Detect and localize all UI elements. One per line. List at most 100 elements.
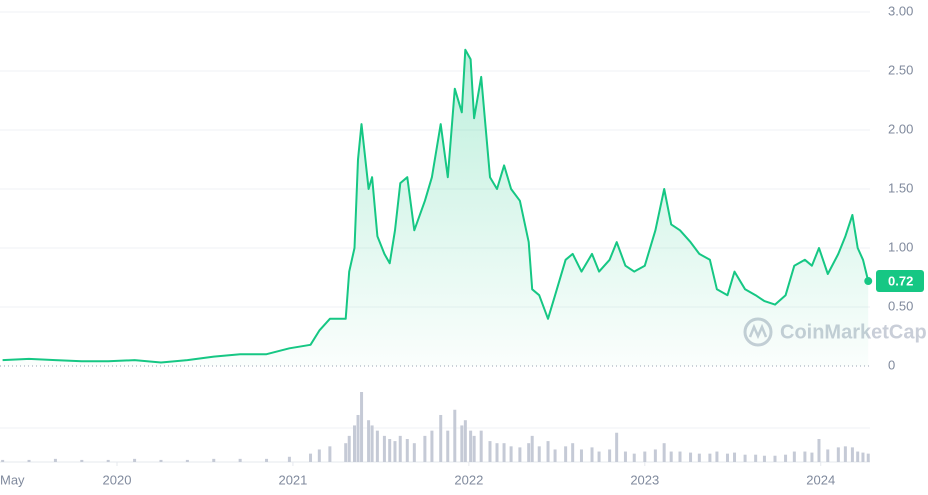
y-tick-label: 2.50 xyxy=(888,62,913,77)
volume-bar xyxy=(597,451,601,462)
volume-bar xyxy=(133,458,137,462)
y-tick-label: 1.50 xyxy=(888,180,913,195)
volume-bar xyxy=(353,425,357,462)
volume-bar xyxy=(472,435,476,462)
x-tick-label: 2021 xyxy=(278,472,307,487)
volume-bar xyxy=(708,453,712,462)
y-tick-label: 0.50 xyxy=(888,298,913,313)
volume-bar xyxy=(367,420,371,462)
volume-bar xyxy=(375,430,379,462)
volume-bar xyxy=(725,453,729,462)
volume-bar xyxy=(469,430,473,462)
volume-bar xyxy=(564,446,568,462)
volume-bar xyxy=(733,452,737,462)
volume-bar xyxy=(861,452,865,462)
volume-bar xyxy=(430,430,434,462)
volume-bar xyxy=(615,432,619,462)
volume-bar xyxy=(856,451,860,462)
volume-bar xyxy=(446,430,450,462)
volume-bar xyxy=(530,435,534,462)
volume-bar xyxy=(810,452,814,462)
volume-bar xyxy=(53,458,57,462)
volume-bar xyxy=(238,458,242,462)
volume-bar xyxy=(405,439,409,462)
volume-bar xyxy=(460,425,464,462)
volume-bar xyxy=(836,447,840,462)
volume-bar xyxy=(309,453,313,462)
y-tick-label: 3.00 xyxy=(888,3,913,18)
y-tick-label: 0 xyxy=(888,357,895,372)
volume-bar xyxy=(850,447,854,462)
volume-bar xyxy=(623,451,627,462)
volume-bar xyxy=(608,449,612,462)
volume-bar xyxy=(287,456,291,462)
volume-bar xyxy=(80,459,84,462)
volume-bar xyxy=(632,453,636,462)
volume-bar xyxy=(590,447,594,462)
volume-bar xyxy=(715,451,719,462)
x-tick-label: 2022 xyxy=(454,472,483,487)
volume-bar xyxy=(817,439,821,462)
volume-bar xyxy=(265,458,269,462)
x-tick-label: 2020 xyxy=(103,472,132,487)
volume-bar xyxy=(784,454,788,462)
x-tick-label: May xyxy=(0,472,25,487)
x-tick-label: 2024 xyxy=(806,472,835,487)
volume-bar xyxy=(423,435,427,462)
volume-bar xyxy=(159,459,163,462)
volume-bar xyxy=(579,449,583,462)
volume-bar xyxy=(643,451,647,462)
y-tick-label: 1.00 xyxy=(888,239,913,254)
volume-bar xyxy=(360,392,364,462)
volume-bar xyxy=(382,435,386,462)
volume-bar xyxy=(317,449,321,462)
volume-bar xyxy=(347,435,351,462)
volume-bar xyxy=(653,449,657,462)
volume-bar xyxy=(356,414,360,462)
price-line xyxy=(2,48,870,364)
volume-bar xyxy=(518,447,522,462)
last-point xyxy=(864,277,873,286)
volume-bar xyxy=(388,439,392,462)
volume-bar xyxy=(803,451,807,462)
volume-bar xyxy=(773,455,777,462)
volume-bar xyxy=(495,443,499,462)
volume-bar xyxy=(678,451,682,462)
volume-bar xyxy=(328,446,332,462)
volume-bar xyxy=(571,443,575,462)
x-tick-label: 2023 xyxy=(630,472,659,487)
volume-bar xyxy=(479,430,483,462)
y-tick-label: 2.00 xyxy=(888,121,913,136)
volume-bar xyxy=(439,414,443,462)
volume-bar xyxy=(370,425,374,462)
price-tag: 0.72 xyxy=(888,273,913,288)
volume-bar xyxy=(546,441,550,462)
volume-bar xyxy=(662,443,666,462)
volume-bar xyxy=(537,446,541,462)
volume-bar xyxy=(212,458,216,462)
volume-bar xyxy=(697,453,701,462)
volume-bar xyxy=(453,409,457,462)
volume-bar xyxy=(866,453,870,462)
volume-bar xyxy=(106,459,110,462)
volume-bar xyxy=(762,455,766,462)
volume-bar xyxy=(344,443,348,462)
volume-bar xyxy=(527,443,531,462)
volume-bar xyxy=(488,441,492,462)
volume-bar xyxy=(553,449,557,462)
volume-bar xyxy=(509,446,513,462)
volume-bar xyxy=(393,441,397,462)
volume-bar xyxy=(689,452,693,462)
volume-bar xyxy=(843,446,847,462)
volume-bar xyxy=(412,443,416,462)
volume-bar xyxy=(754,454,758,462)
volume-bar xyxy=(743,454,747,462)
volume-bar xyxy=(1,459,5,462)
volume-bar xyxy=(792,451,796,462)
price-tag-box xyxy=(876,270,924,293)
volume-bar xyxy=(502,443,506,462)
volume-bar xyxy=(398,435,402,462)
volume-bar xyxy=(826,449,830,462)
volume-bar xyxy=(463,420,467,462)
